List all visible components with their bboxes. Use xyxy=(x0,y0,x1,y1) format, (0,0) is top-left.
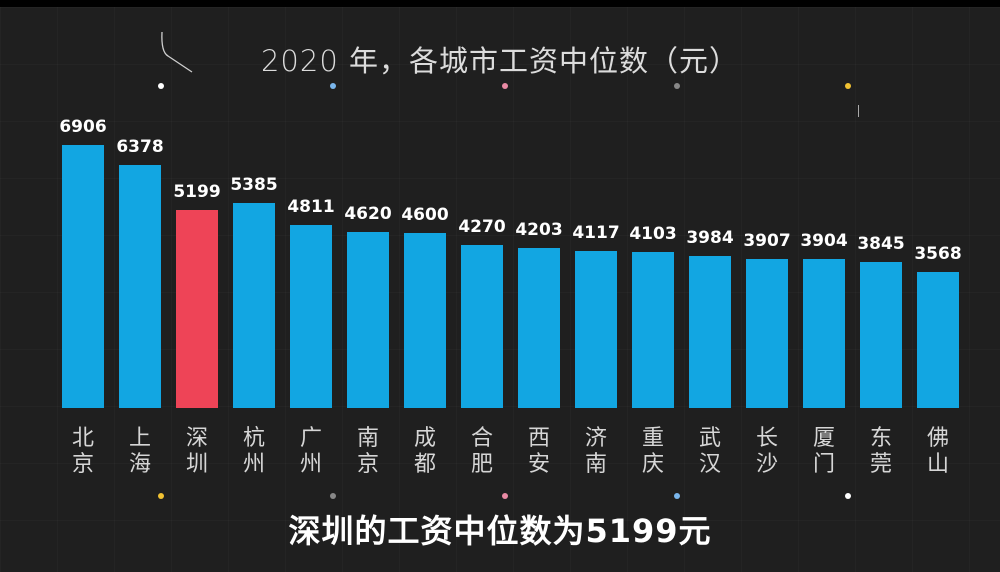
category-label: 南京 xyxy=(356,426,379,477)
bar-北京 xyxy=(62,145,104,408)
bar-value-label: 3845 xyxy=(857,234,905,254)
chart-title: 2020 年，各城市工资中位数（元） xyxy=(260,44,740,78)
bar-value-label: 4103 xyxy=(629,224,677,244)
bar-南京 xyxy=(347,232,389,408)
decorative-stroke xyxy=(161,31,193,73)
category-label: 广州 xyxy=(299,426,322,477)
category-label: 佛山 xyxy=(926,426,949,477)
bar-合肥 xyxy=(461,245,503,408)
decorative-dot xyxy=(674,83,680,89)
bar-value-label: 3984 xyxy=(686,228,734,248)
bar-深圳 xyxy=(176,210,218,408)
bar-成都 xyxy=(404,233,446,408)
category-label: 长沙 xyxy=(755,426,778,477)
category-label: 厦门 xyxy=(812,426,835,477)
category-label: 合肥 xyxy=(470,426,493,477)
category-label: 济南 xyxy=(584,426,607,477)
bar-东莞 xyxy=(860,262,902,408)
bar-杭州 xyxy=(233,203,275,408)
bar-佛山 xyxy=(917,272,959,408)
category-label: 北京 xyxy=(71,426,94,477)
category-label: 深圳 xyxy=(185,426,208,477)
category-label: 上海 xyxy=(128,426,151,477)
decorative-dot xyxy=(330,493,336,499)
bar-value-label: 6906 xyxy=(59,117,107,137)
bar-value-label: 6378 xyxy=(116,137,164,157)
decorative-dot xyxy=(158,83,164,89)
bar-value-label: 3568 xyxy=(914,244,962,264)
category-label: 成都 xyxy=(413,426,436,477)
bar-value-label: 4270 xyxy=(458,217,506,237)
bar-value-label: 3907 xyxy=(743,231,791,251)
decorative-dot xyxy=(845,83,851,89)
decorative-tick xyxy=(858,105,859,117)
bar-长沙 xyxy=(746,259,788,408)
category-label: 杭州 xyxy=(242,426,265,477)
bar-value-label: 4203 xyxy=(515,220,563,240)
decorative-dot xyxy=(674,493,680,499)
category-label: 西安 xyxy=(527,426,550,477)
bar-武汉 xyxy=(689,256,731,408)
bar-西安 xyxy=(518,248,560,408)
category-label: 武汉 xyxy=(698,426,721,477)
decorative-dot xyxy=(502,83,508,89)
bar-value-label: 5385 xyxy=(230,175,278,195)
bar-上海 xyxy=(119,165,161,408)
bar-广州 xyxy=(290,225,332,408)
subtitle-caption: 深圳的工资中位数为5199元 xyxy=(288,512,712,550)
bar-value-label: 4620 xyxy=(344,204,392,224)
bar-value-label: 4811 xyxy=(287,197,335,217)
decorative-dot xyxy=(330,83,336,89)
bar-value-label: 3904 xyxy=(800,231,848,251)
bar-value-label: 4600 xyxy=(401,205,449,225)
decorative-dot xyxy=(845,493,851,499)
bar-重庆 xyxy=(632,252,674,408)
category-label: 东莞 xyxy=(869,426,892,477)
bar-济南 xyxy=(575,251,617,408)
bar-厦门 xyxy=(803,259,845,408)
category-label: 重庆 xyxy=(641,426,664,477)
decorative-dot xyxy=(502,493,508,499)
decorative-dot xyxy=(158,493,164,499)
bar-value-label: 4117 xyxy=(572,223,620,243)
bar-value-label: 5199 xyxy=(173,182,221,202)
